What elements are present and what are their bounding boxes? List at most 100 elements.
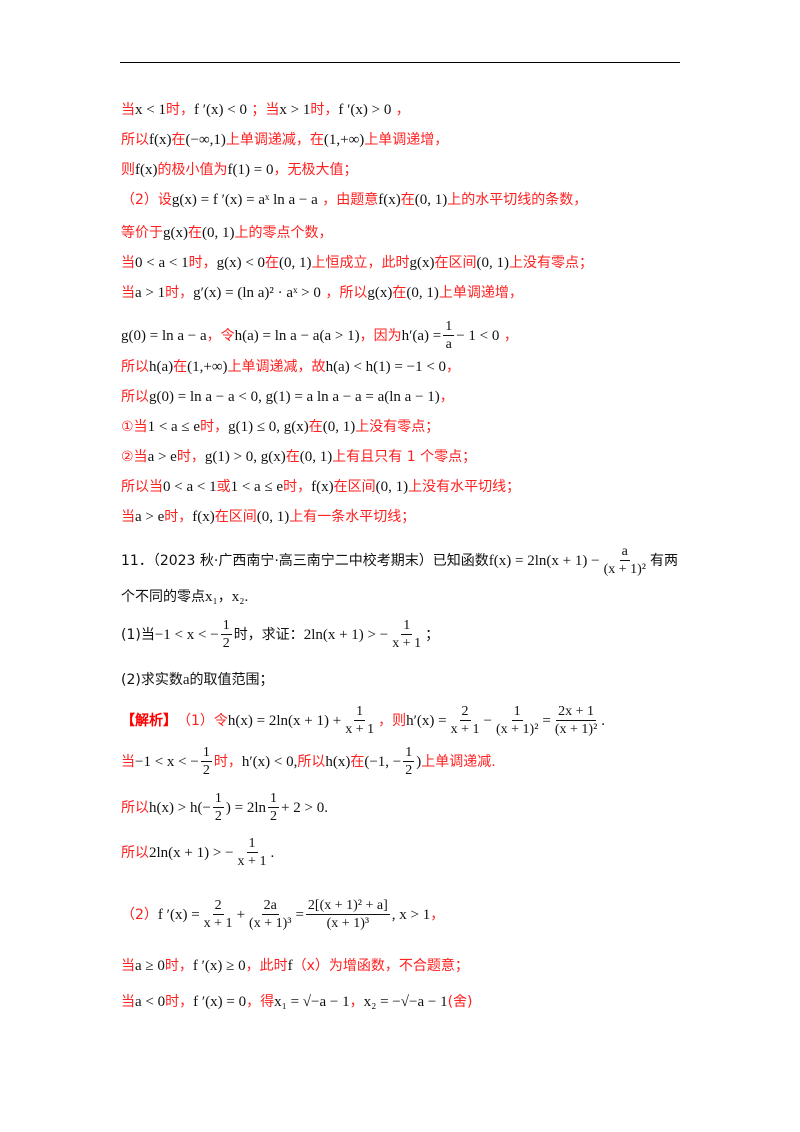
text-segment: 上没有零点； (509, 255, 594, 271)
text-segment: ， (499, 327, 518, 344)
fraction-numerator: 1 (401, 618, 413, 635)
text-segment: 的取值范围； (189, 672, 274, 688)
math-expression: f ′(x) = (157, 906, 200, 923)
fraction-numerator: 2x + 1 (556, 704, 597, 721)
math-expression: g′(x) = (ln a)² · aˣ > 0 (193, 285, 321, 301)
text-line: 所以 f(x) 在 (−∞,1) 上单调递减，在 (1,+∞) 上单调递增， (121, 131, 448, 149)
text-segment: ，由题意 (317, 192, 379, 208)
math-expression: (1,+∞) (323, 132, 365, 148)
math-expression: x₁ (205, 589, 218, 605)
math-expression: f ′(x) < 0 (193, 102, 247, 118)
text-segment: 在 (350, 753, 365, 770)
fraction-numerator: 2a (261, 898, 279, 915)
text-segment: 时， (165, 994, 194, 1010)
text-segment: ，无极大值； (273, 162, 358, 178)
math-expression: h(x) = 2ln(x + 1) + (227, 712, 342, 729)
math-expression: = (295, 906, 304, 923)
text-segment: 上单调递减，故 (227, 359, 326, 375)
text-segment: 上恒成立，此时 (311, 255, 410, 271)
text-segment: 时， (164, 958, 193, 974)
text-line: (2)求实数 a 的取值范围； (121, 671, 274, 689)
text-segment: ， (391, 102, 410, 118)
text-line: g(0) = ln a − a ，令 h(a) = ln a − a(a > 1)，… (121, 318, 518, 353)
math-expression: = (542, 712, 551, 729)
fraction: 2x + 1 (x + 1)² (553, 703, 599, 738)
fraction-denominator: x + 1 (203, 916, 233, 931)
text-segment: 则 (121, 162, 135, 178)
math-expression: g(1) > 0, g(x) (204, 449, 286, 465)
fraction-denominator: x + 1 (450, 722, 480, 737)
analysis-tag: 【解析】 (121, 712, 177, 729)
math-expression: (0, 1) (476, 255, 510, 271)
math-expression: h(a) (149, 359, 174, 375)
fraction-numerator: 1 (511, 704, 523, 721)
text-line: 所以 g(0) = ln a − a < 0, g(1) = a ln a − a… (121, 388, 454, 406)
text-segment: ， (217, 589, 232, 605)
math-expression: ) = 2ln (225, 799, 267, 816)
text-segment: 在区间 (333, 479, 376, 495)
text-segment: 时， (188, 255, 217, 271)
text-line: 等价于 g(x) 在 (0, 1) 上的零点个数， (121, 224, 333, 242)
text-segment: ， (349, 994, 364, 1010)
math-expression: f(x) (149, 132, 172, 148)
text-segment: 个不同的零点 (121, 589, 205, 605)
math-expression: −1 < x < − (154, 626, 219, 643)
fraction-numerator: a (619, 544, 630, 561)
math-expression: + 2 > 0. (281, 799, 328, 816)
math-expression: 2ln(x + 1) > − (303, 626, 389, 643)
text-segment: 上有一条水平切线； (289, 509, 416, 525)
text-segment: 有两 (650, 552, 678, 569)
math-expression: a > 1 (135, 285, 166, 301)
text-line: 11．（2023 秋·广西南宁·高三南宁二中校考期末）已知函数 f(x) = 2l… (121, 543, 678, 578)
text-segment: 所以 (121, 844, 149, 861)
text-line: （2） f ′(x) = 2 x + 1 +2a (x + 1)³ = 2[(x + 1)² … (121, 897, 444, 932)
text-segment: （2） (121, 906, 158, 923)
fraction-denominator: (x + 1)³ (326, 916, 370, 931)
text-segment: 所以 (121, 132, 149, 148)
text-segment: ， (430, 906, 445, 923)
text-line: ①当 1 < a ≤ e 时， g(1) ≤ 0, g(x) 在 (0, 1) 上没有零点； (121, 418, 439, 436)
text-segment: 上的水平切线的条数， (447, 192, 588, 208)
text-segment: 时， (213, 753, 242, 770)
math-expression: a (182, 672, 190, 688)
text-line: 所以 2ln(x + 1) > −1 x + 1. (121, 835, 274, 870)
math-expression: (0, 1) (414, 192, 448, 208)
text-segment: 在 (171, 132, 186, 148)
text-segment: ，令 (206, 327, 235, 344)
text-segment: ，此时 (245, 958, 288, 974)
text-segment: 上的零点个数， (234, 225, 333, 241)
math-expression: a < 0 (135, 994, 166, 1010)
text-segment: ，得 (246, 994, 275, 1010)
text-line: （2）设 g(x) = f ′(x) = aˣ ln a − a ，由题意 f(x)… (121, 191, 587, 209)
math-expression: f(x) = 2ln(x + 1) − (488, 552, 600, 569)
math-expression: a ≥ 0 (135, 958, 165, 974)
text-segment: 时， (283, 479, 312, 495)
text-segment: 当 (121, 285, 135, 301)
fraction-denominator: a (445, 337, 452, 352)
text-line: (1)当 −1 < x < −1 2 时，求证： 2ln(x + 1) > −1 x + … (121, 617, 439, 652)
math-expression: f ′(x) > 0 (338, 102, 392, 118)
math-expression: (−∞,1) (185, 132, 226, 148)
text-line: 则 f(x) 的极小值为 f(1) = 0 ，无极大值； (121, 161, 357, 179)
math-expression: 2ln(x + 1) > − (149, 844, 234, 861)
text-segment: 所以 (121, 359, 149, 375)
text-segment: 当 (121, 509, 135, 525)
text-segment: 在 (400, 192, 415, 208)
text-segment: 所以 (121, 799, 149, 816)
text-segment: （2）设 (121, 192, 172, 208)
math-expression: f(x) (311, 479, 334, 495)
fraction-denominator: 2 (405, 763, 413, 778)
math-expression: h(x) (325, 753, 351, 770)
math-expression: (0, 1) (299, 449, 333, 465)
text-segment: 在 (308, 419, 323, 435)
fraction-denominator: (x + 1)² (554, 722, 598, 737)
